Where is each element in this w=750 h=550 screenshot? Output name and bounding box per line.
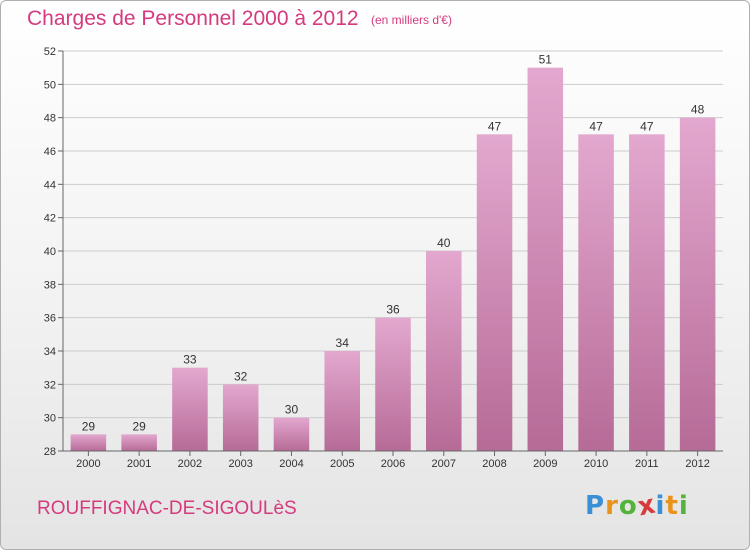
x-tick-label: 2006	[381, 458, 405, 470]
data-label: 33	[183, 353, 197, 367]
y-tick-label: 38	[44, 279, 56, 291]
axis-layer	[58, 50, 723, 456]
x-tick-label: 2003	[228, 458, 252, 470]
y-tick-label: 50	[44, 79, 56, 91]
y-tick-label: 28	[44, 446, 56, 458]
logo-letter: r	[605, 491, 619, 521]
bar	[273, 417, 310, 451]
bar	[679, 117, 716, 452]
data-label: 40	[437, 236, 451, 250]
x-tick-label: 2010	[584, 458, 608, 470]
data-label: 30	[285, 403, 299, 417]
bar	[222, 384, 259, 451]
x-tick-label: 2000	[76, 458, 100, 470]
x-tick-label: 2008	[482, 458, 506, 470]
commune-name: ROUFFIGNAC-DE-SIGOULèS	[37, 498, 297, 519]
bar-layer	[70, 67, 716, 452]
logo-letter: i	[678, 491, 689, 521]
bar	[324, 351, 360, 451]
chart-title: Charges de Personnel 2000 à 2012	[27, 7, 359, 30]
data-label: 47	[589, 119, 603, 133]
bar	[375, 317, 411, 451]
y-tick-label: 44	[44, 179, 56, 191]
x-tick-label: 2012	[685, 458, 709, 470]
data-label: 51	[539, 53, 553, 67]
data-label: 29	[82, 419, 96, 433]
label-layer: 28 30 32 34 36 38 40 42 44 46 48 50 52 2000 29 2001 29 20…	[44, 46, 710, 470]
bar	[629, 134, 665, 452]
bar	[578, 134, 614, 452]
logo-letter: i	[655, 491, 666, 521]
proxiti-logo: Proxiti	[585, 489, 689, 522]
data-label: 47	[640, 119, 654, 133]
x-tick-label: 2005	[330, 458, 354, 470]
y-tick-label: 48	[44, 113, 56, 125]
unit-note: (en milliers d'€)	[371, 13, 452, 27]
y-tick-label: 32	[44, 379, 56, 391]
y-tick-label: 42	[44, 213, 56, 225]
bar	[70, 434, 107, 451]
x-tick-label: 2001	[127, 458, 151, 470]
x-tick-label: 2004	[279, 458, 303, 470]
y-tick-label: 30	[44, 413, 56, 425]
data-label: 32	[234, 369, 248, 383]
data-label: 34	[336, 336, 350, 350]
bar	[121, 434, 157, 451]
x-tick-label: 2011	[635, 458, 659, 470]
y-tick-label: 52	[44, 46, 56, 58]
data-label: 29	[132, 419, 146, 433]
y-tick-label: 34	[44, 346, 56, 358]
logo-letter: t	[665, 491, 679, 521]
y-tick-label: 36	[44, 313, 56, 325]
y-tick-label: 40	[44, 246, 56, 258]
data-label: 48	[691, 103, 705, 117]
x-tick-label: 2002	[178, 458, 202, 470]
logo-letter: P	[585, 491, 606, 521]
bar	[527, 67, 564, 452]
data-label: 36	[386, 303, 400, 317]
x-tick-label: 2007	[432, 458, 456, 470]
bar	[172, 367, 208, 451]
data-label: 47	[488, 119, 502, 133]
x-tick-label: 2009	[533, 458, 557, 470]
bar	[426, 251, 462, 451]
y-tick-label: 46	[44, 146, 56, 158]
logo-letter: o	[618, 491, 638, 521]
bar	[476, 134, 513, 452]
